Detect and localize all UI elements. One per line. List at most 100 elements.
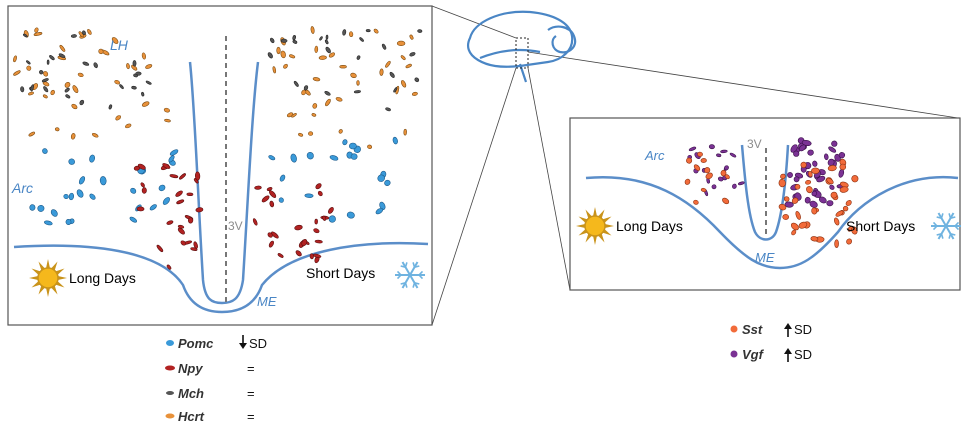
- hcrt-cell: [33, 32, 43, 36]
- npy-cell: [177, 227, 185, 235]
- hcrt-cell: [115, 115, 122, 121]
- hcrt-cell: [77, 72, 84, 78]
- right-short-days-label: Short Days: [846, 218, 915, 234]
- mch-cell: [41, 78, 49, 83]
- left-panel-frame: [7, 5, 433, 326]
- npy-cell: [295, 250, 302, 257]
- lh-label: LH: [110, 37, 129, 53]
- brain-icon: [467, 10, 577, 83]
- snowflake-arm: [937, 212, 947, 227]
- sst-cell: [846, 238, 853, 245]
- mch-swatch: [166, 391, 174, 395]
- vgf-cell: [784, 201, 794, 208]
- sun-ray: [56, 275, 67, 281]
- mch-cell: [324, 90, 331, 96]
- snowflake-branch: [396, 270, 402, 276]
- pomc-cell: [68, 192, 75, 201]
- vgf-cell: [829, 184, 835, 190]
- hcrt-cell: [403, 128, 407, 136]
- mch-cell: [356, 55, 361, 60]
- sst-cell: [851, 226, 858, 235]
- pomc-cell: [89, 193, 96, 200]
- sst-cell: [794, 184, 801, 190]
- vgf-effect: SD: [794, 347, 812, 362]
- snowflake-branch: [940, 233, 944, 239]
- hcrt-cell: [283, 63, 288, 69]
- hcrt-effect: =: [247, 409, 255, 424]
- snowflake-branch: [950, 216, 956, 219]
- snowflake-branch: [932, 221, 938, 227]
- vgf-cell: [787, 172, 793, 178]
- snowflake-branch: [404, 262, 408, 268]
- snowflake-arm: [937, 225, 947, 240]
- pomc-cell: [168, 155, 175, 163]
- npy-cell: [141, 187, 147, 194]
- npy-cell: [175, 190, 183, 197]
- mch-cell: [65, 94, 71, 99]
- npy-cell: [195, 207, 204, 213]
- mch-cell: [353, 90, 361, 94]
- mch-cell: [26, 60, 31, 65]
- mch-cell: [269, 37, 275, 44]
- snowflake-branch: [948, 213, 952, 219]
- pomc-cell: [129, 216, 138, 223]
- npy-cell: [169, 174, 179, 179]
- long-days-label: Long Days: [69, 270, 136, 286]
- hcrt-cell: [308, 131, 314, 136]
- short-days-label: Short Days: [306, 265, 375, 281]
- vgf-cell: [720, 149, 728, 154]
- legend-row-mch: Mch =: [166, 386, 255, 401]
- vgf-cell: [729, 152, 737, 158]
- npy-cell: [261, 195, 270, 203]
- pomc-cell: [68, 158, 75, 165]
- vgf-cell: [804, 196, 811, 204]
- npy-cell: [322, 215, 327, 221]
- vgf-cell: [812, 160, 818, 167]
- snowflake-branch: [936, 216, 942, 219]
- mch-cell: [303, 85, 309, 91]
- pomc-cell: [329, 155, 339, 161]
- pomc-cell: [304, 193, 314, 198]
- hcrt-cell: [71, 103, 78, 110]
- npy-effect: =: [247, 361, 255, 376]
- hcrt-cell: [338, 129, 343, 134]
- mch-cell: [389, 71, 395, 78]
- npy-cell: [179, 173, 186, 180]
- mch-cell: [325, 46, 331, 54]
- mch-cell: [267, 52, 273, 59]
- legend-row-pomc: Pomc SD: [166, 335, 267, 351]
- npy-cell: [269, 200, 275, 208]
- snowflake-arm: [945, 212, 955, 227]
- npy-cell: [177, 224, 185, 229]
- vgf-cell: [807, 149, 814, 156]
- sst-gene: Sst: [742, 322, 763, 337]
- snowflake-arm: [945, 225, 955, 240]
- hcrt-cell: [54, 127, 60, 132]
- right-ventricle-outline: [585, 175, 959, 270]
- pomc-cell: [278, 197, 284, 203]
- pomc-cell: [279, 174, 286, 182]
- npy-cell: [327, 207, 334, 214]
- left-cell-cluster: [13, 26, 423, 270]
- snowflake-branch: [932, 225, 938, 231]
- mch-cell: [30, 84, 34, 92]
- pomc-cell: [50, 209, 58, 217]
- sst-cell: [780, 173, 786, 180]
- right-panel: Arc 3V ME Long Days Short Days: [569, 117, 961, 291]
- mch-cell: [64, 87, 70, 93]
- pomc-cell: [348, 142, 357, 150]
- npy-cell: [315, 183, 322, 190]
- sun-ray: [45, 259, 51, 270]
- sst-cell: [845, 200, 852, 206]
- sst-cell: [810, 236, 819, 242]
- pomc-cell: [89, 154, 95, 163]
- vgf-cell: [724, 165, 729, 171]
- sst-cell: [720, 169, 727, 177]
- sst-cell: [791, 197, 799, 204]
- snowflake-branch: [954, 225, 960, 231]
- hcrt-cell: [13, 70, 21, 76]
- snowflake-arm: [409, 261, 419, 276]
- legend-left: Pomc SD Npy = Mch = Hcrt =: [165, 335, 267, 424]
- sst-cell: [778, 203, 787, 211]
- hcrt-gene: Hcrt: [178, 409, 205, 424]
